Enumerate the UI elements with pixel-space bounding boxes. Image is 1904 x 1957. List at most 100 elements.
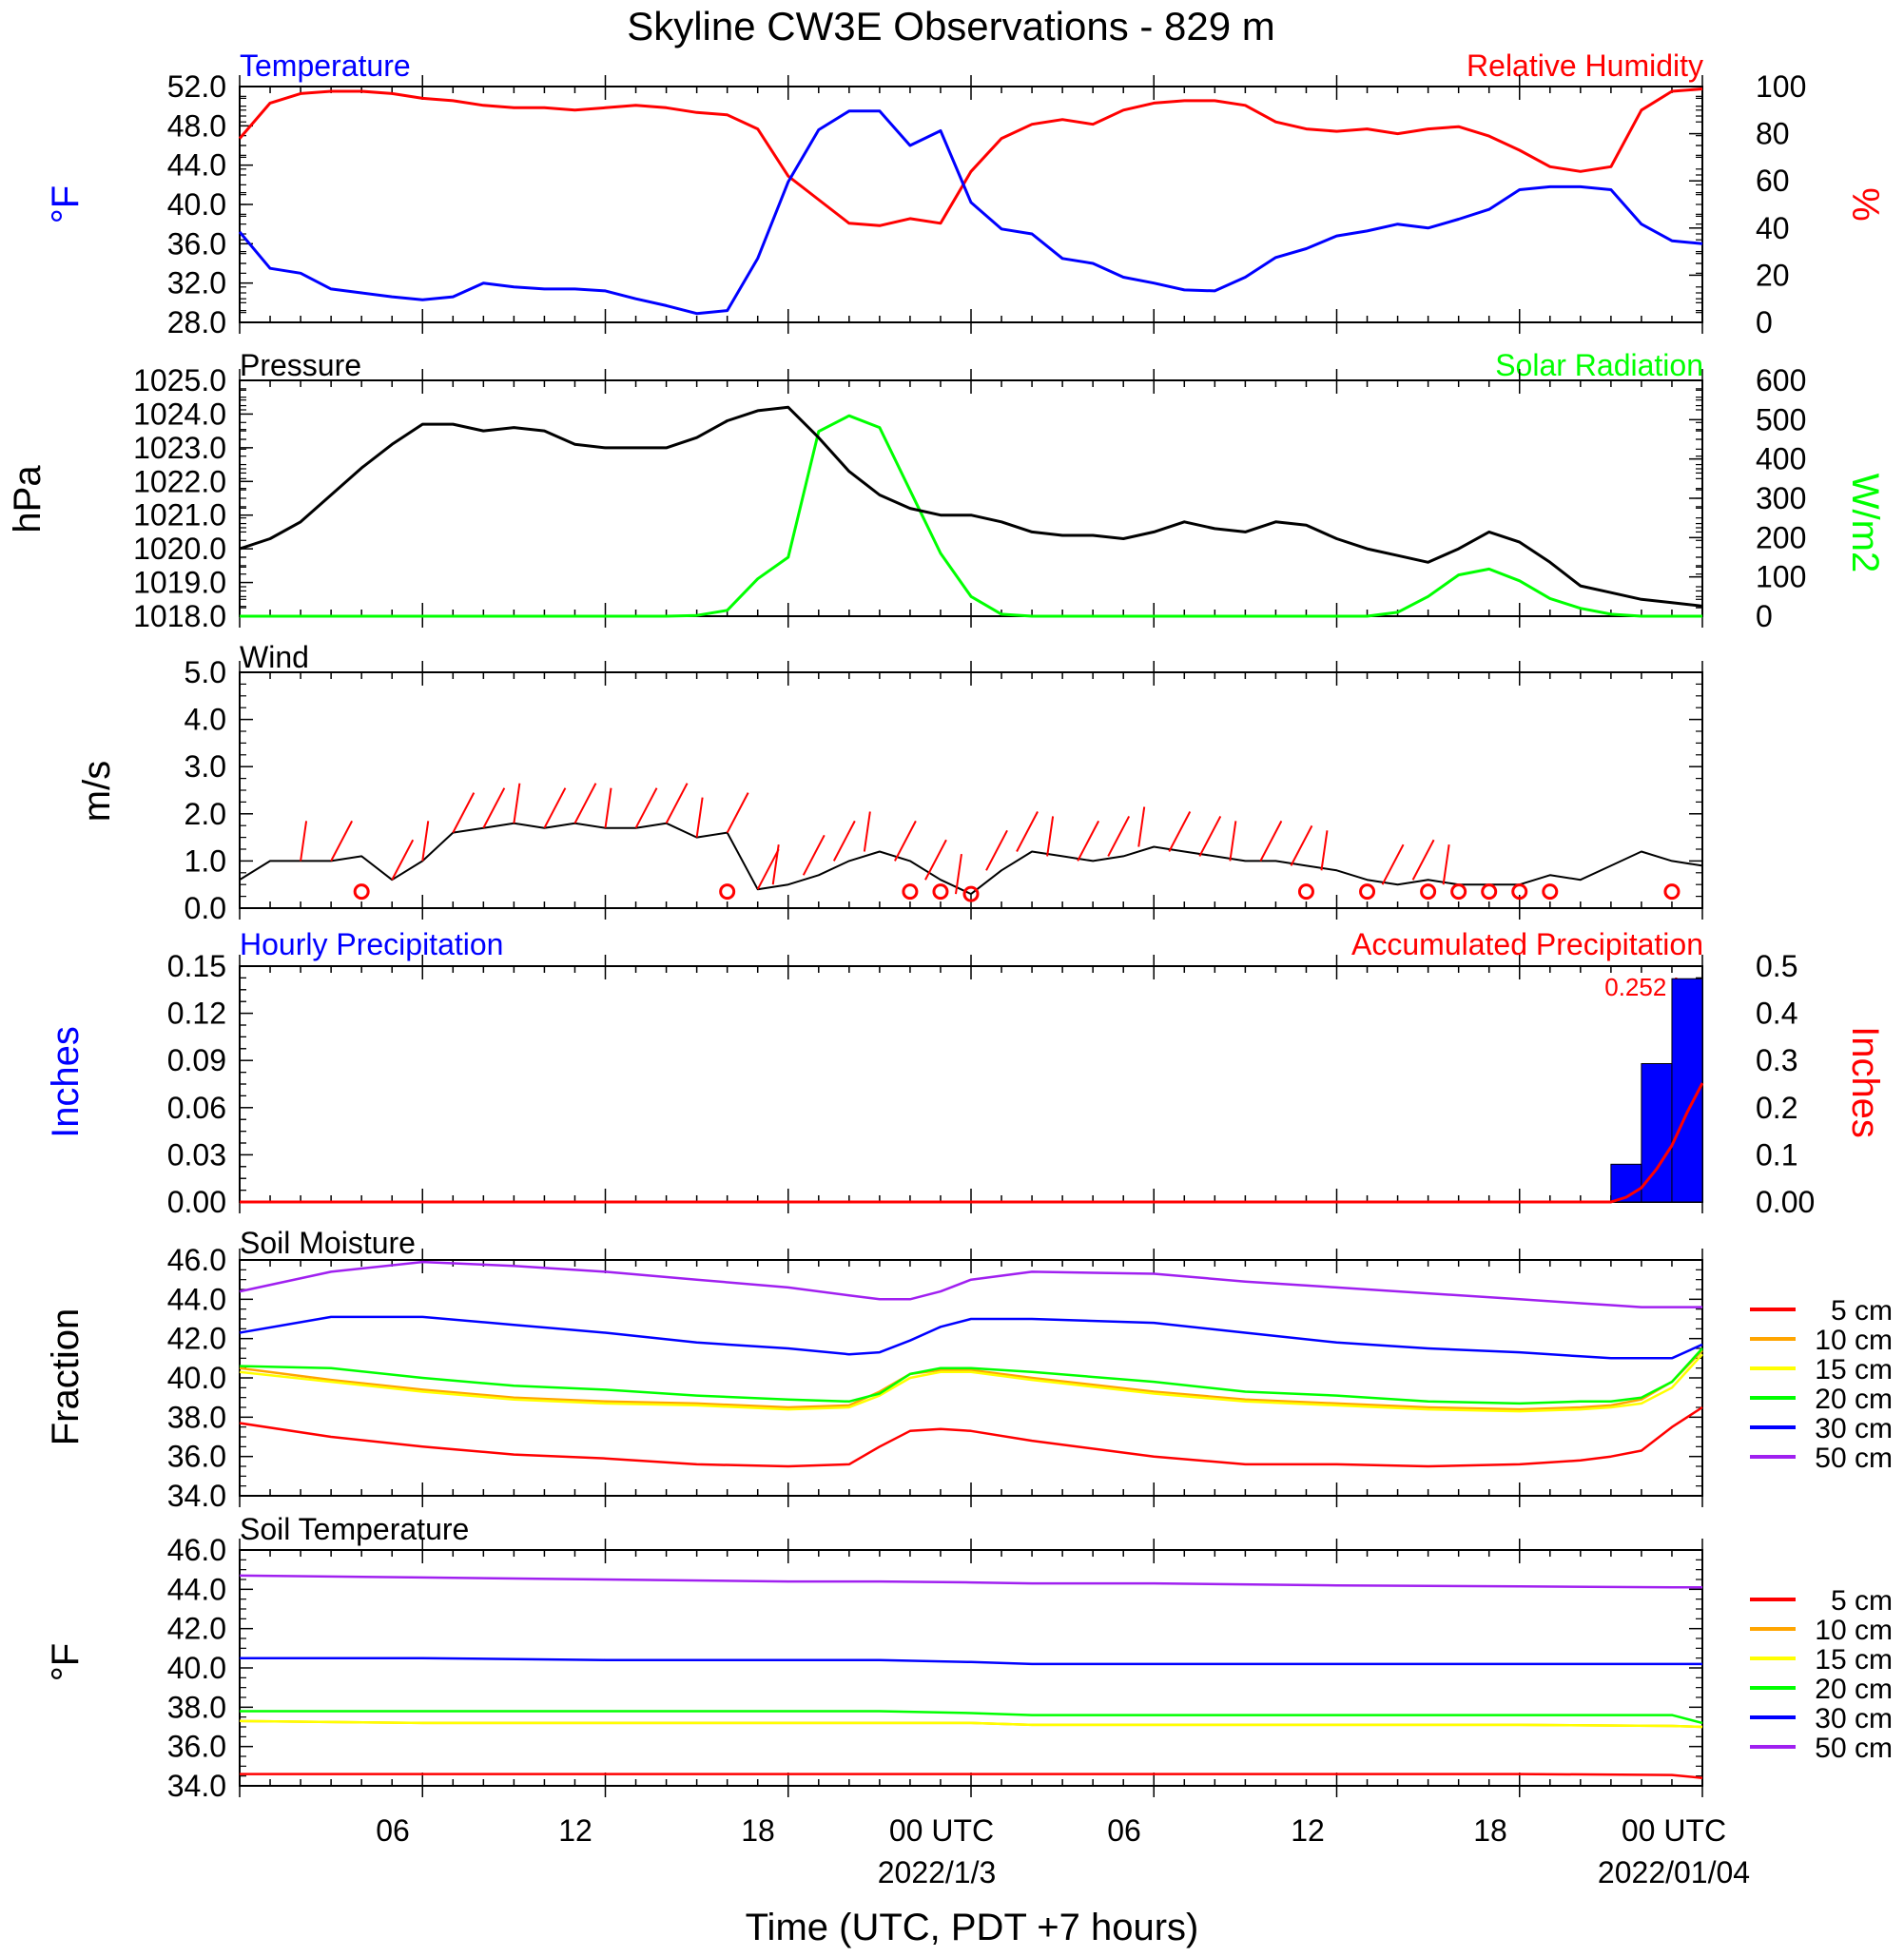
soil-moisture-title: Soil Moisture — [240, 1226, 416, 1260]
wind-speed-line — [239, 822, 1703, 896]
wind-axis-label: m/s — [76, 761, 118, 822]
wind-barb — [1259, 820, 1283, 862]
accum-precip-axis-label: Inches — [1844, 1026, 1886, 1138]
y-tick-label: 42.0 — [167, 1322, 226, 1356]
temperature-line — [238, 109, 1703, 316]
wind-barb — [1107, 815, 1131, 857]
wind-barb — [985, 829, 1008, 871]
y-tick-label: 0.2 — [1756, 1091, 1797, 1125]
calm-wind-marker — [1542, 883, 1559, 901]
y-tick-label: 0 — [1756, 305, 1773, 339]
date-label: 2022/1/3 — [878, 1855, 997, 1889]
y-tick-label: 44.0 — [167, 1572, 226, 1606]
y-tick-label: 48.0 — [167, 108, 226, 143]
y-tick-label: 5.0 — [185, 655, 226, 689]
calm-wind-marker — [353, 883, 370, 901]
y-tick-label: 600 — [1756, 363, 1806, 397]
y-tick-label: 1023.0 — [133, 431, 226, 465]
depth-line — [239, 1347, 1703, 1405]
soil-temperature-panel: Soil Temperature °F 34.0 36.0 38.0 40.0 42.0… — [45, 1512, 1893, 1803]
calm-wind-marker — [1481, 883, 1498, 901]
y-tick-label: 0 — [1756, 599, 1773, 633]
soil-temperature-axis-label: °F — [45, 1643, 87, 1681]
depth-line — [239, 1349, 1703, 1411]
y-tick-label: 3.0 — [185, 749, 226, 784]
temperature-title: Temperature — [240, 48, 411, 83]
y-tick-label: 46.0 — [167, 1243, 226, 1277]
y-tick-label: 0.4 — [1756, 997, 1797, 1031]
precipitation-panel: Hourly Precipitation Accumulated Precipi… — [45, 927, 1886, 1219]
wind-barb — [634, 787, 658, 829]
y-tick-label: 36.0 — [167, 1730, 226, 1764]
y-tick-label: 28.0 — [167, 305, 226, 339]
calm-wind-marker — [1511, 883, 1528, 901]
x-tick-label: 18 — [1473, 1813, 1507, 1848]
x-axis-label: Time (UTC, PDT +7 hours) — [746, 1907, 1199, 1948]
wind-barb — [1320, 830, 1329, 871]
wind-barb — [391, 839, 415, 881]
calm-wind-marker — [902, 883, 919, 901]
hourly-precip-title: Hourly Precipitation — [240, 927, 503, 961]
calm-wind-marker — [1359, 883, 1376, 901]
y-tick-label: 40.0 — [167, 1651, 226, 1685]
y-tick-label: 38.0 — [167, 1690, 226, 1724]
legend-label: 50 cm — [1815, 1733, 1893, 1764]
plot-frame — [239, 965, 1703, 1203]
y-tick-label: 36.0 — [167, 226, 226, 261]
wind-panel: Wind m/s 0.0 1.0 2.0 3.0 4.0 5.0 — [76, 640, 1703, 925]
temperature-axis-label: °F — [45, 185, 87, 223]
depth-line — [239, 1574, 1702, 1589]
y-tick-label: 40 — [1756, 211, 1790, 245]
wind-barb — [756, 848, 780, 890]
legend-label: 30 cm — [1815, 1413, 1893, 1444]
accum-precip-title: Accumulated Precipitation — [1351, 927, 1703, 961]
y-tick-label: 52.0 — [167, 69, 226, 104]
depth-line — [239, 1405, 1703, 1468]
calm-wind-marker — [932, 883, 949, 901]
wind-barb — [452, 792, 476, 834]
x-tick-label: 12 — [558, 1813, 593, 1848]
wind-barb — [832, 820, 856, 862]
legend-label: 10 cm — [1815, 1325, 1893, 1356]
y-tick-label: 0.12 — [167, 997, 226, 1031]
y-tick-label: 0.00 — [1756, 1185, 1815, 1219]
y-tick-label: 34.0 — [167, 1479, 226, 1513]
y-tick-label: 60 — [1756, 164, 1790, 198]
y-tick-label: 0.1 — [1756, 1137, 1797, 1172]
y-tick-label: 40.0 — [167, 187, 226, 222]
legend-label: 15 cm — [1815, 1354, 1893, 1385]
pressure-solar-panel: Pressure Solar Radiation hPa W/m2 1018.0… — [7, 348, 1886, 633]
wind-barb — [1077, 820, 1100, 862]
plot-frame — [239, 379, 1703, 617]
wind-barb — [954, 853, 962, 895]
wind-barb — [1411, 839, 1435, 881]
calm-wind-marker — [1297, 883, 1314, 901]
wind-barb — [924, 839, 947, 881]
y-tick-label: 0.09 — [167, 1043, 226, 1077]
wind-barb — [802, 834, 826, 876]
y-tick-label: 1020.0 — [133, 532, 226, 566]
wind-barb — [421, 821, 430, 862]
y-tick-label: 1.0 — [185, 843, 226, 878]
depth-line — [239, 1353, 1703, 1413]
x-tick-label: 00 UTC — [889, 1813, 994, 1848]
y-tick-label: 1019.0 — [133, 566, 226, 600]
y-tick-label: 1022.0 — [133, 464, 226, 498]
solar-axis-label: W/m2 — [1844, 474, 1886, 572]
y-tick-label: 0.3 — [1756, 1043, 1797, 1077]
humidity-line — [238, 87, 1703, 227]
y-tick-label: 500 — [1756, 402, 1806, 436]
y-tick-label: 0.06 — [167, 1091, 226, 1125]
y-tick-label: 42.0 — [167, 1612, 226, 1646]
wind-barb — [695, 797, 704, 838]
y-tick-label: 1025.0 — [133, 363, 226, 397]
y-tick-label: 1021.0 — [133, 498, 226, 533]
calm-wind-marker — [1663, 883, 1681, 901]
wind-barb — [573, 783, 597, 824]
legend-label: 5 cm — [1831, 1295, 1893, 1327]
x-tick-label: 06 — [1107, 1813, 1141, 1848]
wind-barb — [330, 820, 354, 862]
y-tick-label: 1018.0 — [133, 599, 226, 633]
y-tick-label: 0.5 — [1756, 949, 1797, 983]
plot-frame — [239, 86, 1703, 323]
